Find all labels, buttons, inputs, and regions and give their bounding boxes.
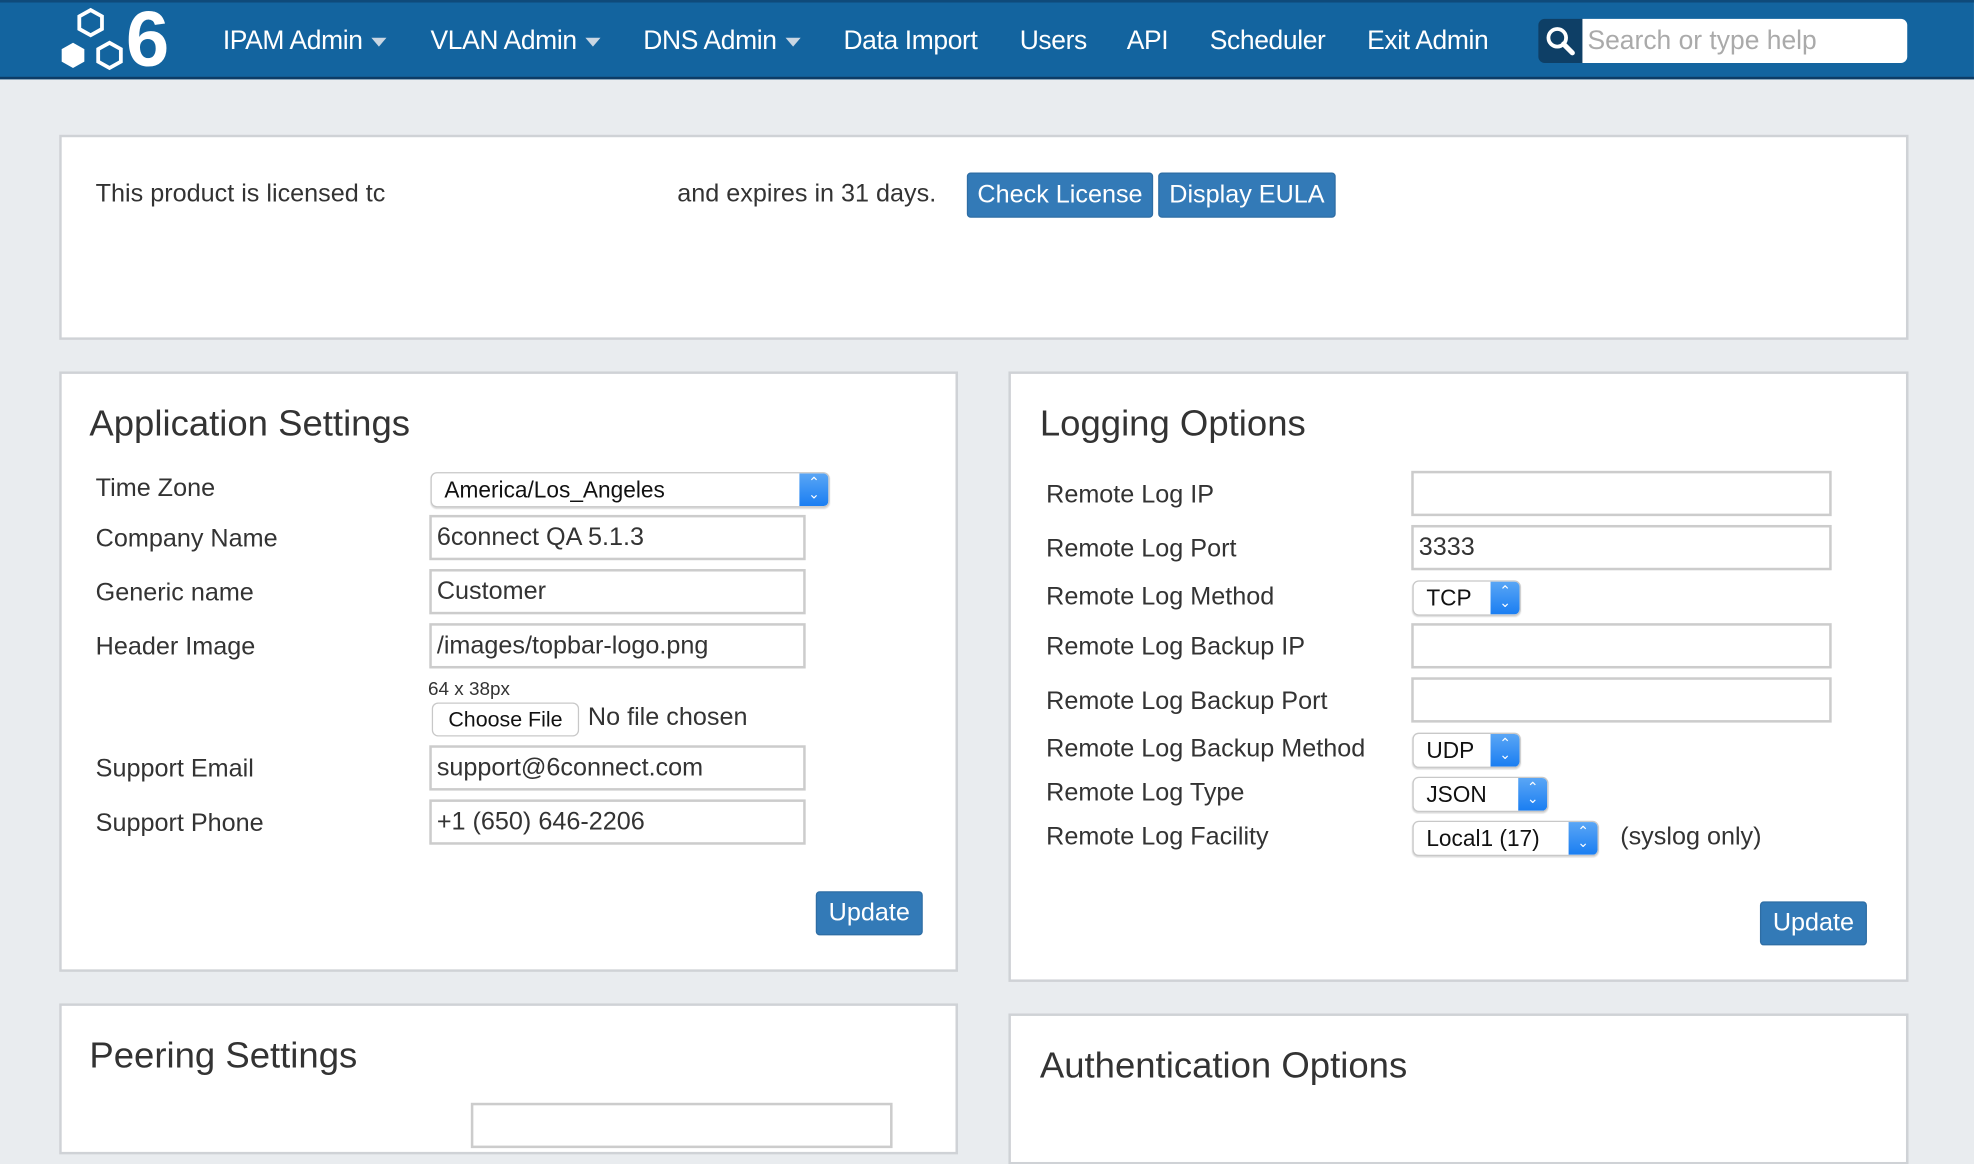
section-title: Logging Options bbox=[1039, 404, 1306, 445]
hexagon-logo-icon bbox=[61, 7, 123, 71]
select-value: America/Los_Angeles bbox=[444, 477, 665, 503]
check-license-button[interactable]: Check License bbox=[966, 172, 1154, 218]
remote-log-method-select[interactable]: TCP ⌃ ⌄ bbox=[1412, 580, 1521, 616]
header-image-label: Header Image bbox=[95, 633, 256, 661]
backup-port-input[interactable] bbox=[1411, 677, 1832, 723]
no-file-chosen-text: No file chosen bbox=[587, 703, 748, 732]
generic-name-label: Generic name bbox=[95, 579, 254, 607]
logging-options-panel: Logging Options Remote Log IP Remote Log… bbox=[1008, 371, 1909, 982]
section-title: Authentication Options bbox=[1039, 1046, 1408, 1087]
company-name-label: Company Name bbox=[95, 524, 278, 553]
backup-method-select[interactable]: UDP ⌃ ⌄ bbox=[1412, 732, 1521, 768]
support-email-input[interactable] bbox=[429, 745, 806, 791]
caret-down-icon bbox=[785, 37, 801, 47]
nav-ipam-admin[interactable]: IPAM Admin bbox=[223, 3, 387, 80]
select-arrows-icon: ⌃ ⌄ bbox=[1568, 822, 1598, 855]
choose-file-button[interactable]: Choose File bbox=[431, 702, 580, 737]
search-input[interactable] bbox=[1582, 18, 1908, 63]
nav-dns-admin[interactable]: DNS Admin bbox=[643, 3, 801, 80]
nav-label: DNS Admin bbox=[643, 26, 777, 56]
license-expiry-text: and expires in 31 days. bbox=[677, 180, 937, 208]
update-logging-button[interactable]: Update bbox=[1759, 901, 1867, 946]
log-type-select[interactable]: JSON ⌃ ⌄ bbox=[1412, 776, 1549, 812]
select-arrows-icon: ⌃ ⌄ bbox=[1490, 733, 1520, 767]
logo[interactable]: 6 bbox=[55, 0, 186, 83]
select-arrows-icon: ⌃ ⌄ bbox=[1518, 778, 1548, 811]
top-navbar: 6 IPAM Admin VLAN Admin DNS Admin Data I… bbox=[0, 0, 1974, 83]
nav-vlan-admin[interactable]: VLAN Admin bbox=[431, 3, 601, 80]
select-value: TCP bbox=[1426, 585, 1472, 611]
header-image-input[interactable] bbox=[429, 623, 806, 669]
search-icon bbox=[1546, 27, 1575, 56]
backup-ip-input[interactable] bbox=[1411, 623, 1832, 669]
remote-log-method-label: Remote Log Method bbox=[1046, 582, 1275, 611]
section-title: Application Settings bbox=[89, 404, 411, 445]
license-text: This product is licensed tc bbox=[95, 180, 386, 208]
nav-label: IPAM Admin bbox=[222, 26, 363, 56]
time-zone-select[interactable]: America/Los_Angeles ⌃ ⌄ bbox=[430, 472, 830, 508]
backup-port-label: Remote Log Backup Port bbox=[1046, 687, 1328, 716]
select-arrows-icon: ⌃ ⌄ bbox=[1490, 581, 1520, 615]
support-phone-label: Support Phone bbox=[95, 809, 264, 838]
facility-select[interactable]: Local1 (17) ⌃ ⌄ bbox=[1412, 820, 1599, 857]
update-app-settings-button[interactable]: Update bbox=[815, 891, 923, 936]
nav-exit-admin[interactable]: Exit Admin bbox=[1367, 26, 1489, 56]
nav-data-import[interactable]: Data Import bbox=[843, 26, 978, 56]
authentication-options-panel: Authentication Options bbox=[1008, 1013, 1909, 1164]
nav-users[interactable]: Users bbox=[1019, 26, 1088, 56]
remote-log-ip-label: Remote Log IP bbox=[1046, 480, 1215, 509]
generic-name-input[interactable] bbox=[429, 569, 806, 615]
application-settings-panel: Application Settings Time Zone America/L… bbox=[59, 371, 959, 972]
peering-settings-panel: Peering Settings bbox=[59, 1003, 959, 1155]
peering-input[interactable] bbox=[470, 1102, 893, 1149]
support-email-label: Support Email bbox=[95, 755, 254, 784]
time-zone-label: Time Zone bbox=[95, 474, 216, 503]
company-name-input[interactable] bbox=[429, 514, 806, 561]
support-phone-input[interactable] bbox=[429, 799, 806, 845]
log-type-label: Remote Log Type bbox=[1046, 779, 1245, 807]
backup-method-label: Remote Log Backup Method bbox=[1046, 735, 1366, 763]
select-value: UDP bbox=[1426, 737, 1475, 763]
select-value: Local1 (17) bbox=[1426, 825, 1540, 852]
logo-six: 6 bbox=[125, 0, 170, 84]
section-title: Peering Settings bbox=[89, 1036, 358, 1077]
caret-down-icon bbox=[585, 37, 601, 47]
caret-down-icon bbox=[371, 37, 387, 47]
backup-ip-label: Remote Log Backup IP bbox=[1046, 633, 1306, 661]
nav-api[interactable]: API bbox=[1126, 26, 1169, 56]
select-value: JSON bbox=[1426, 781, 1487, 807]
license-panel: This product is licensed tc and expires … bbox=[59, 134, 1909, 340]
nav-scheduler[interactable]: Scheduler bbox=[1209, 26, 1326, 56]
remote-log-port-label: Remote Log Port bbox=[1046, 535, 1237, 563]
image-size-hint: 64 x 38px bbox=[428, 678, 510, 700]
nav-label: VLAN Admin bbox=[430, 26, 577, 56]
facility-label: Remote Log Facility bbox=[1046, 823, 1269, 852]
search-button[interactable] bbox=[1538, 18, 1584, 63]
remote-log-ip-input[interactable] bbox=[1411, 470, 1832, 517]
select-arrows-icon: ⌃ ⌄ bbox=[799, 473, 829, 507]
facility-note: (syslog only) bbox=[1620, 823, 1762, 852]
remote-log-port-input[interactable] bbox=[1411, 524, 1832, 571]
display-eula-button[interactable]: Display EULA bbox=[1158, 172, 1336, 218]
